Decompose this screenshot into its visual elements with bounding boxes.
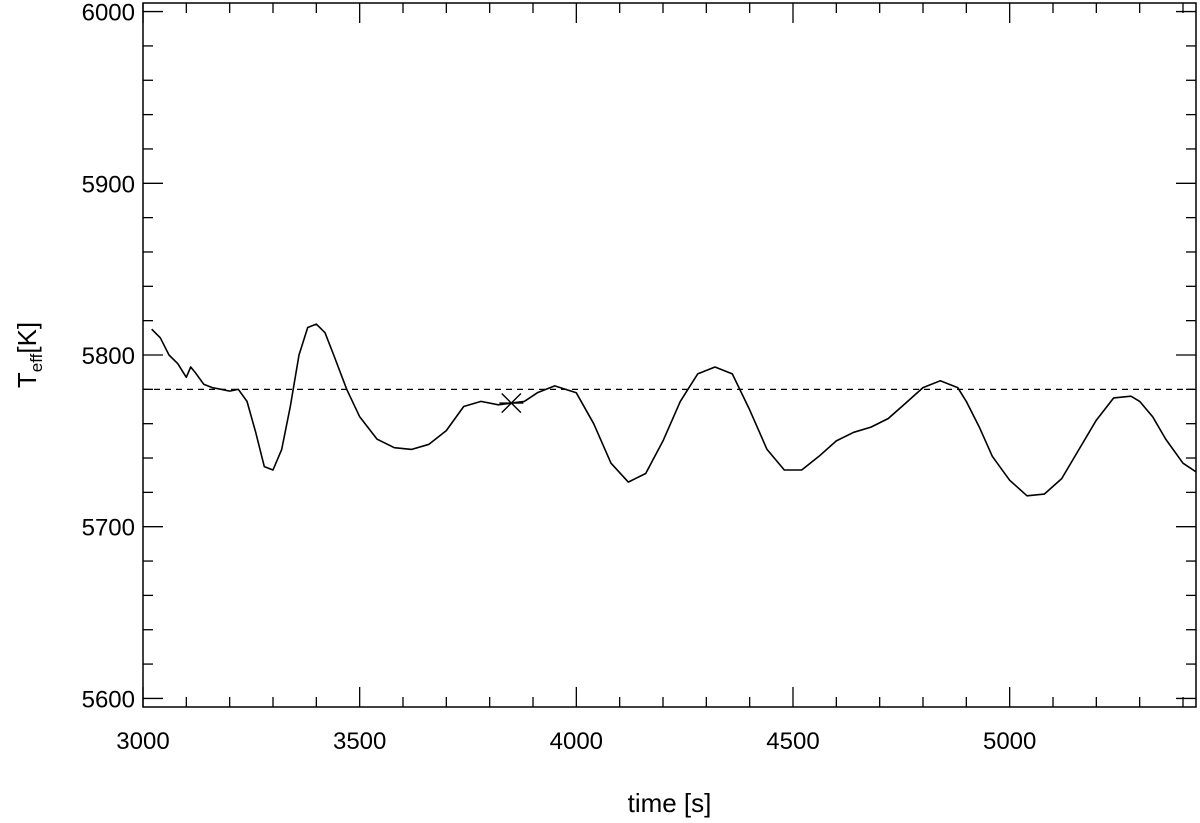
y-tick-label: 5700 bbox=[82, 515, 135, 542]
x-tick-label: 4500 bbox=[766, 728, 819, 755]
y-tick-label: 6000 bbox=[82, 0, 135, 27]
series-group bbox=[143, 323, 1196, 497]
plot-frame bbox=[142, 2, 1197, 708]
x-tick-label: 4000 bbox=[550, 728, 603, 755]
y-axis-label-subscript: eff bbox=[27, 353, 46, 372]
y-tick-label: 5900 bbox=[82, 171, 135, 198]
axis-ticks bbox=[142, 3, 1196, 707]
plot-area-border bbox=[142, 2, 1197, 708]
series-line bbox=[151, 323, 1196, 497]
asterisk-marker bbox=[499, 392, 524, 414]
y-tick-label: 5800 bbox=[82, 343, 135, 370]
y-axis-label-symbol: T bbox=[12, 372, 42, 388]
x-tick-label: 3500 bbox=[333, 728, 386, 755]
x-tick-label: 3000 bbox=[116, 728, 169, 755]
x-tick-label: 5000 bbox=[983, 728, 1036, 755]
axis-tick-labels: 3000 3500 4000 4500 5000 5600 5700 5800 5900 6000 bbox=[82, 0, 1037, 755]
y-axis-label-unit: [K] bbox=[12, 322, 42, 354]
y-tick-label: 5600 bbox=[82, 686, 135, 713]
y-axis-label: Teff[K] bbox=[12, 322, 46, 388]
marker-stroke bbox=[501, 392, 522, 414]
x-axis-label: time [s] bbox=[628, 788, 712, 818]
